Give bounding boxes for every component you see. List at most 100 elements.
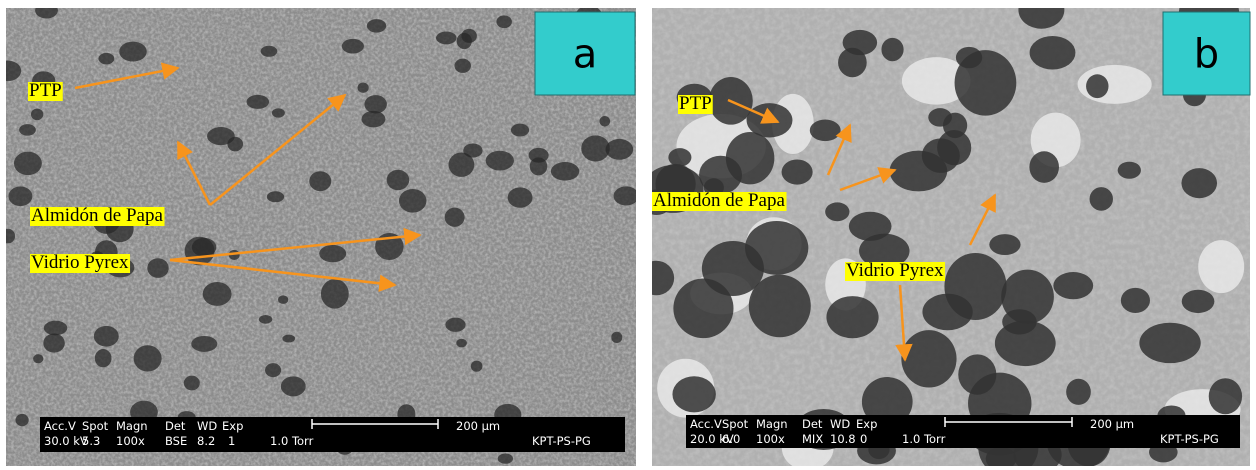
info-value: 100x [116, 434, 145, 448]
starch-particle [1118, 162, 1141, 179]
annotation-label: Vidrio Pyrex [31, 252, 129, 273]
starch-particle [309, 171, 331, 191]
sample-id: KPT-PS-PG [532, 434, 591, 448]
info-value: 1 [228, 434, 235, 448]
panel-letter: b [1194, 32, 1219, 78]
starch-particle [1139, 323, 1200, 363]
annotation-label: Vidrio Pyrex [846, 260, 944, 281]
starch-particle [1121, 288, 1150, 313]
info-value: BSE [165, 434, 187, 448]
glass-particle [1198, 240, 1244, 293]
starch-particle [1209, 378, 1242, 414]
starch-particle [147, 258, 168, 278]
info-header: Acc.V [690, 417, 722, 431]
starch-particle [207, 127, 235, 145]
starch-particle [702, 241, 764, 296]
info-header: Det [165, 419, 186, 433]
starch-particle [461, 29, 477, 43]
info-header: Magn [756, 417, 788, 431]
starch-particle [614, 186, 639, 205]
starch-particle [456, 339, 467, 348]
starch-particle [259, 315, 272, 324]
starch-particle [192, 238, 216, 257]
info-value: MIX [802, 432, 823, 446]
starch-particle [281, 376, 306, 396]
starch-particle [134, 345, 162, 371]
starch-particle [1182, 290, 1215, 313]
info-header: Spot [722, 417, 749, 431]
panel-letter: a [573, 32, 598, 78]
info-header: Acc.V [44, 419, 76, 433]
starch-particle [321, 279, 349, 309]
starch-particle [31, 109, 43, 121]
scale-label: 200 µm [1090, 417, 1134, 431]
starch-particle [119, 42, 147, 62]
starch-particle [943, 113, 967, 138]
scale-label: 200 µm [456, 419, 500, 433]
figure: aPTPAlmidón de PapaVidrio PyrexAcc.VSpot… [0, 0, 1256, 470]
starch-particle [261, 46, 278, 57]
info-pressure: 1.0 Torr [270, 434, 314, 448]
starch-particle [849, 212, 892, 241]
starch-particle [955, 50, 1017, 116]
starch-particle [362, 111, 386, 127]
starch-particle [530, 157, 548, 175]
starch-particle [471, 361, 483, 372]
starch-particle [1002, 309, 1036, 334]
starch-particle [1066, 379, 1091, 405]
starch-particle [989, 234, 1020, 255]
info-value: 8.2 [197, 434, 215, 448]
starch-particle [191, 336, 217, 352]
starch-particle [782, 159, 813, 184]
starch-particle [94, 326, 119, 347]
starch-particle [638, 261, 674, 296]
starch-particle [810, 120, 841, 142]
starch-particle [278, 295, 288, 304]
info-header: Det [802, 417, 823, 431]
starch-particle [901, 330, 956, 387]
sem-image [638, 0, 1250, 470]
starch-particle [8, 186, 32, 206]
info-header: WD [830, 417, 850, 431]
info-value: 100x [756, 432, 785, 446]
starch-particle [267, 191, 284, 202]
info-header: Exp [856, 417, 877, 431]
starch-particle [184, 376, 200, 391]
starch-particle [498, 453, 513, 463]
starch-particle [1053, 272, 1093, 299]
starch-particle [1, 229, 15, 244]
starch-particle [581, 135, 610, 161]
starch-particle [95, 349, 112, 367]
starch-particle [1086, 74, 1108, 98]
starch-particle [399, 189, 427, 213]
starch-particle [342, 39, 364, 54]
starch-particle [454, 59, 471, 73]
starch-particle [1029, 151, 1059, 183]
starch-particle [668, 148, 691, 166]
starch-particle [35, 2, 58, 18]
info-header: WD [197, 419, 217, 433]
starch-particle [203, 282, 232, 306]
starch-particle [486, 151, 514, 171]
starch-particle [282, 335, 295, 343]
starch-particle [265, 363, 281, 377]
info-value: 10.8 [830, 432, 856, 446]
starch-particle [463, 143, 482, 157]
annotation-label: PTP [29, 80, 62, 101]
info-value: 0 [860, 432, 867, 446]
starch-particle [1181, 168, 1217, 198]
starch-particle [272, 108, 285, 117]
starch-particle [958, 354, 996, 394]
starch-particle [445, 208, 465, 227]
starch-particle [944, 253, 1006, 320]
sample-id: KPT-PS-PG [1160, 432, 1219, 446]
starch-particle [747, 103, 793, 137]
starch-particle [387, 170, 410, 190]
starch-particle [672, 376, 715, 412]
starch-particle [1090, 187, 1113, 211]
info-header: Exp [222, 419, 243, 433]
starch-particle [606, 139, 634, 160]
starch-particle [319, 245, 346, 262]
starch-particle [358, 82, 369, 92]
